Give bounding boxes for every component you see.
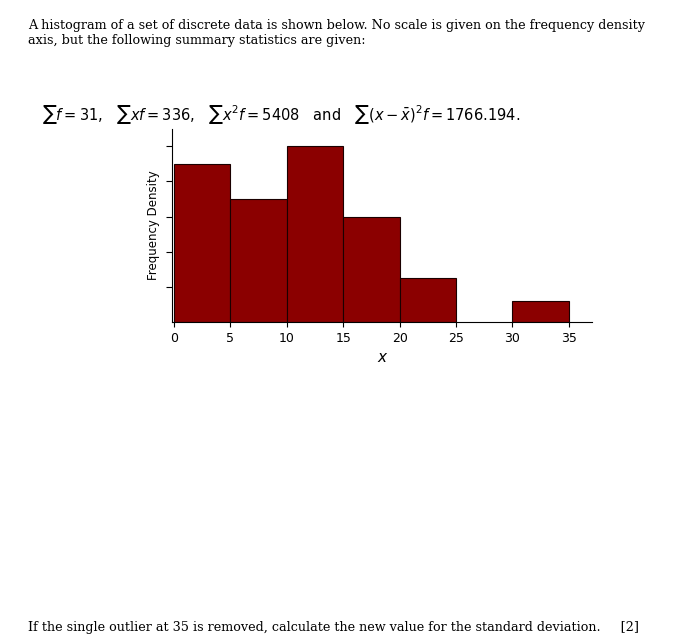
Y-axis label: Frequency Density: Frequency Density [148,171,160,280]
Bar [230,199,287,322]
Bar [343,216,400,322]
Bar [174,164,230,322]
X-axis label: x: x [377,350,386,365]
Bar [512,301,569,322]
Bar [287,146,343,322]
Bar [400,278,456,322]
Text: $\sum f = 31$,   $\sum xf = 336$,   $\sum x^2 f = 5408$   and   $\sum(x - \bar{x: $\sum f = 31$, $\sum xf = 336$, $\sum x^… [42,103,520,126]
Text: A histogram of a set of discrete data is shown below. No scale is given on the f: A histogram of a set of discrete data is… [28,19,645,47]
Text: If the single outlier at 35 is removed, calculate the new value for the standard: If the single outlier at 35 is removed, … [28,621,639,634]
